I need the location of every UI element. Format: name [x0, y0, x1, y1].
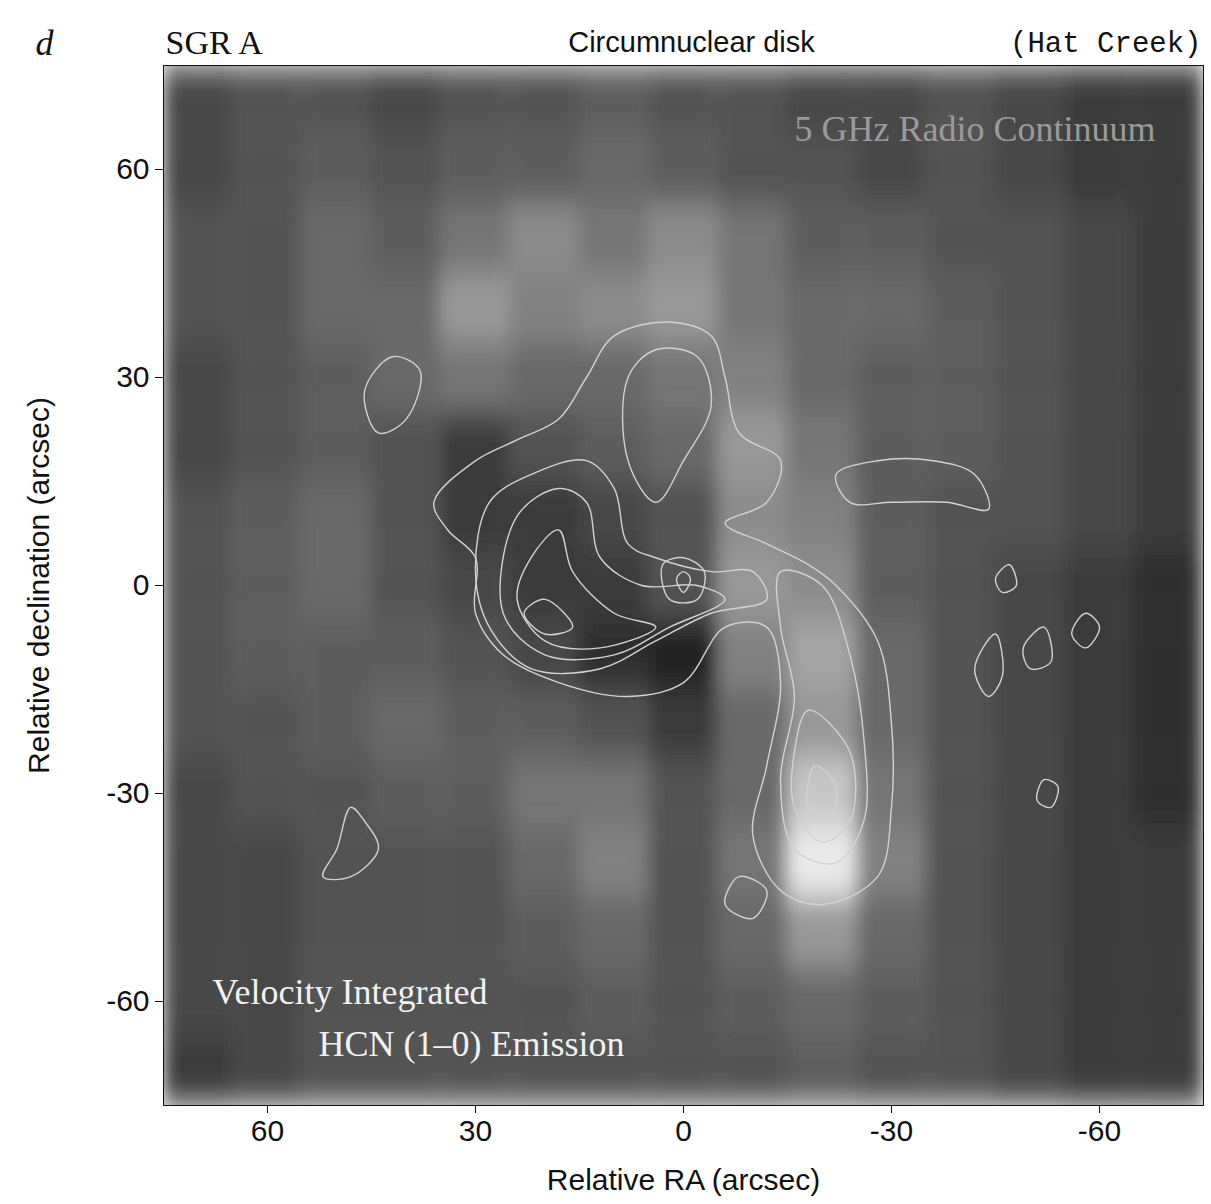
svg-text:d: d — [36, 23, 55, 63]
svg-text:Velocity Integrated: Velocity Integrated — [213, 972, 488, 1012]
svg-text:Relative declination (arcsec): Relative declination (arcsec) — [22, 397, 55, 774]
svg-text:0: 0 — [133, 568, 150, 601]
svg-text:-30: -30 — [870, 1114, 913, 1147]
svg-text:SGR A: SGR A — [166, 24, 264, 61]
svg-text:60: 60 — [116, 152, 149, 185]
svg-text:HCN (1–0) Emission: HCN (1–0) Emission — [319, 1024, 625, 1064]
svg-text:Circumnuclear disk: Circumnuclear disk — [568, 26, 815, 58]
svg-text:Relative RA (arcsec): Relative RA (arcsec) — [547, 1163, 820, 1196]
svg-text:-30: -30 — [106, 776, 149, 809]
svg-text:-60: -60 — [1078, 1114, 1121, 1147]
svg-text:60: 60 — [251, 1114, 284, 1147]
svg-text:30: 30 — [459, 1114, 492, 1147]
svg-text:(Hat Creek): (Hat Creek) — [1010, 28, 1201, 61]
svg-text:5 GHz Radio Continuum: 5 GHz Radio Continuum — [795, 109, 1156, 149]
svg-text:-60: -60 — [106, 984, 149, 1017]
svg-text:30: 30 — [116, 360, 149, 393]
svg-text:0: 0 — [675, 1114, 692, 1147]
